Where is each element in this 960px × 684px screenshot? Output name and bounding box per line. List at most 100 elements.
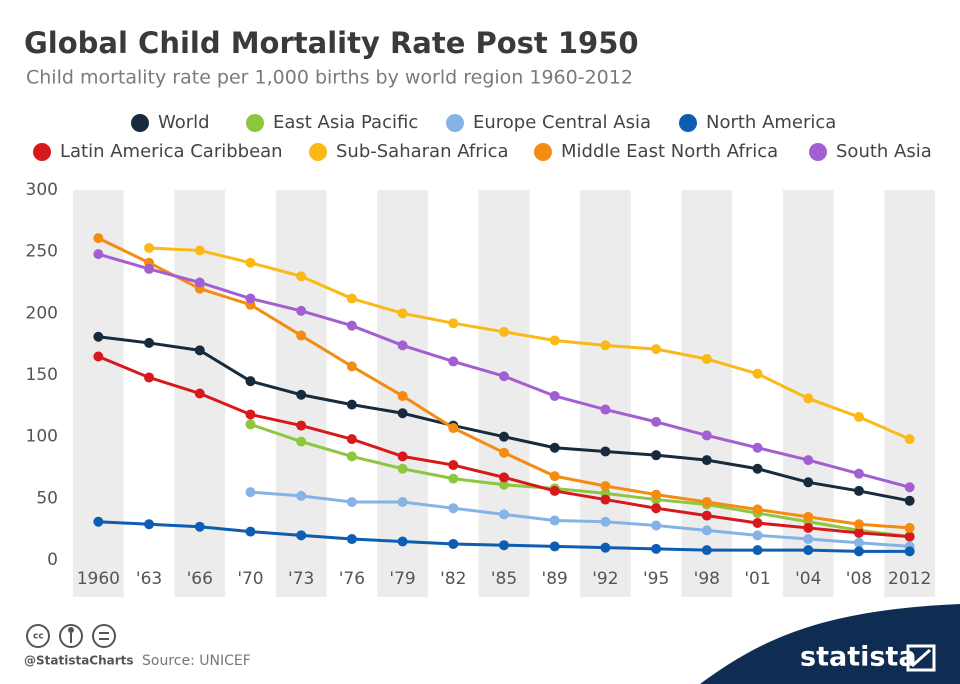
data-point: [853, 411, 864, 422]
source: Source: UNICEF: [142, 653, 251, 669]
data-point: [853, 519, 864, 530]
data-point: [701, 430, 712, 441]
data-point: [853, 537, 864, 548]
x-tick-label: 2012: [888, 569, 931, 589]
data-point: [397, 408, 408, 419]
y-tick-label: 100: [26, 427, 58, 447]
data-point: [549, 471, 560, 482]
legend-marker: [131, 114, 149, 132]
data-point: [296, 490, 307, 501]
brand-wave: [700, 604, 960, 684]
data-point: [549, 335, 560, 346]
data-point: [803, 545, 814, 556]
x-tick-label: '01: [744, 569, 770, 589]
data-point: [600, 340, 611, 351]
cc-mark: cc: [33, 632, 44, 642]
data-point: [296, 305, 307, 316]
data-point: [346, 451, 357, 462]
data-point: [600, 446, 611, 457]
data-point: [296, 436, 307, 447]
data-point: [549, 515, 560, 526]
data-point: [296, 330, 307, 341]
data-point: [296, 389, 307, 400]
data-point: [803, 455, 814, 466]
x-tick-label: '73: [288, 569, 314, 589]
data-point: [194, 345, 205, 356]
series-line: [249, 422, 910, 539]
data-point: [499, 447, 509, 458]
chart-subtitle: Child mortality rate per 1,000 births by…: [26, 67, 633, 89]
x-tick-label: '66: [187, 569, 213, 589]
x-tick-label: '08: [846, 569, 872, 589]
legend-marker: [446, 114, 464, 132]
data-point: [803, 393, 814, 404]
data-point: [600, 542, 611, 553]
data-point: [651, 344, 662, 355]
legend-marker: [246, 114, 264, 132]
data-point: [499, 371, 509, 382]
data-point: [245, 419, 256, 430]
data-point: [549, 390, 560, 401]
legend-marker: [534, 143, 552, 161]
data-point: [144, 242, 155, 253]
data-point: [245, 257, 256, 268]
x-tick-label: '85: [491, 569, 517, 589]
x-tick-label: '63: [136, 569, 162, 589]
x-tick-label: '79: [389, 569, 415, 589]
data-point: [397, 451, 408, 462]
data-point: [144, 263, 155, 274]
y-tick-label: 200: [26, 303, 58, 323]
data-point: [600, 494, 611, 505]
column-band: [478, 190, 530, 597]
data-point: [397, 308, 408, 319]
data-point: [194, 277, 205, 288]
data-point: [853, 527, 864, 538]
y-tick-label: 250: [26, 242, 58, 262]
data-point: [752, 442, 763, 453]
legend-marker: [33, 143, 51, 161]
data-point: [93, 351, 104, 362]
data-point: [346, 434, 357, 445]
data-point: [651, 503, 662, 514]
data-point: [701, 545, 712, 556]
data-point: [346, 361, 357, 372]
data-point: [752, 504, 763, 515]
data-point: [904, 495, 915, 506]
x-tick-label: '82: [440, 569, 466, 589]
brand-icon: [906, 644, 936, 672]
data-point: [600, 481, 611, 491]
data-point: [448, 356, 459, 367]
data-point: [397, 536, 408, 547]
data-point: [296, 530, 307, 541]
data-point: [904, 546, 915, 557]
legend-label: South Asia: [836, 141, 932, 162]
data-point: [600, 404, 611, 415]
legend-marker: [809, 143, 827, 161]
data-point: [93, 249, 104, 260]
legend-label: East Asia Pacific: [273, 112, 418, 133]
data-point: [245, 293, 256, 304]
data-point: [549, 485, 560, 496]
data-point: [346, 497, 357, 508]
data-point: [194, 388, 205, 399]
x-tick-label: '04: [795, 569, 821, 589]
cc-icons: [26, 624, 116, 648]
data-point: [549, 442, 560, 453]
data-point: [448, 318, 459, 329]
data-point: [296, 420, 307, 431]
data-point: [651, 520, 662, 531]
legend-label: Europe Central Asia: [473, 112, 651, 133]
data-point: [803, 477, 814, 488]
data-point: [448, 473, 459, 484]
data-point: [245, 526, 256, 537]
data-point: [144, 519, 155, 530]
data-point: [499, 326, 509, 337]
x-tick-label: '98: [694, 569, 720, 589]
data-point: [752, 463, 763, 474]
legend-marker: [309, 143, 327, 161]
data-point: [904, 434, 915, 445]
data-point: [499, 431, 509, 442]
data-point: [245, 376, 256, 387]
data-point: [752, 530, 763, 541]
